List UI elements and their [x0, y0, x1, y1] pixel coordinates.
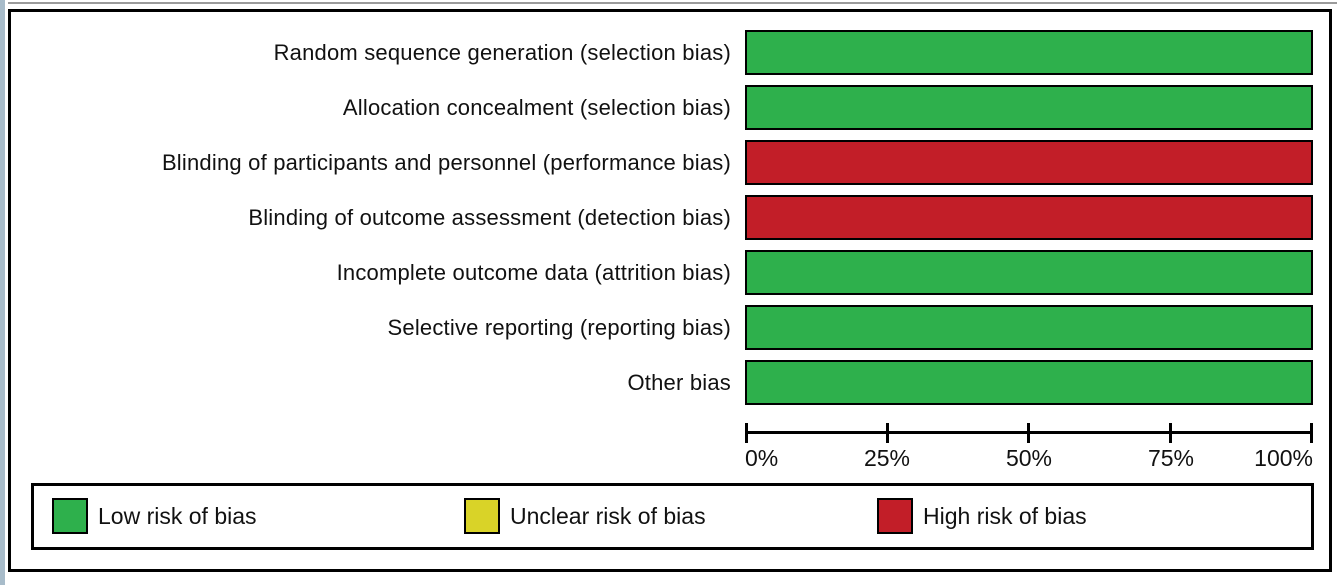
x-axis: 0% 25% 50% 75% 100% — [745, 423, 1313, 473]
risk-bar — [745, 85, 1313, 130]
category-label: Blinding of participants and personnel (… — [161, 150, 731, 175]
bar-track — [745, 195, 1313, 240]
bar-track — [745, 305, 1313, 350]
legend: Low risk of bias Unclear risk of bias Hi… — [31, 483, 1314, 550]
category-label: Selective reporting (reporting bias) — [387, 315, 731, 340]
bar-track — [745, 30, 1313, 75]
left-edge-strip — [0, 0, 5, 585]
x-axis-tick — [1027, 423, 1030, 443]
bar-track — [745, 360, 1313, 405]
x-axis-tick — [1169, 423, 1172, 443]
category-label: Incomplete outcome data (attrition bias) — [336, 260, 731, 285]
high-risk-swatch-icon — [877, 498, 913, 534]
x-tick-label: 100% — [1254, 445, 1313, 471]
risk-bar — [745, 360, 1313, 405]
bar-track — [745, 250, 1313, 295]
x-axis-tick — [1310, 423, 1313, 443]
x-tick-label: 50% — [1005, 445, 1053, 471]
bar-track — [745, 85, 1313, 130]
risk-bar — [745, 140, 1313, 185]
category-label: Other bias — [627, 370, 731, 395]
risk-bar — [745, 30, 1313, 75]
risk-bar — [745, 250, 1313, 295]
x-axis-tick — [745, 423, 748, 443]
legend-label: Low risk of bias — [98, 503, 257, 529]
legend-label: Unclear risk of bias — [510, 503, 706, 529]
category-label: Allocation concealment (selection bias) — [342, 95, 731, 120]
x-tick-label: 75% — [1147, 445, 1195, 471]
bar-track — [745, 140, 1313, 185]
x-axis-tick — [886, 423, 889, 443]
risk-bar — [745, 195, 1313, 240]
x-tick-label: 25% — [863, 445, 911, 471]
unclear-risk-swatch-icon — [464, 498, 500, 534]
x-tick-label: 0% — [745, 445, 779, 471]
legend-label: High risk of bias — [923, 503, 1087, 529]
low-risk-swatch-icon — [52, 498, 88, 534]
category-label: Blinding of outcome assessment (detectio… — [248, 205, 731, 230]
category-label: Random sequence generation (selection bi… — [273, 40, 731, 65]
top-edge-line — [8, 2, 1337, 4]
risk-bar — [745, 305, 1313, 350]
